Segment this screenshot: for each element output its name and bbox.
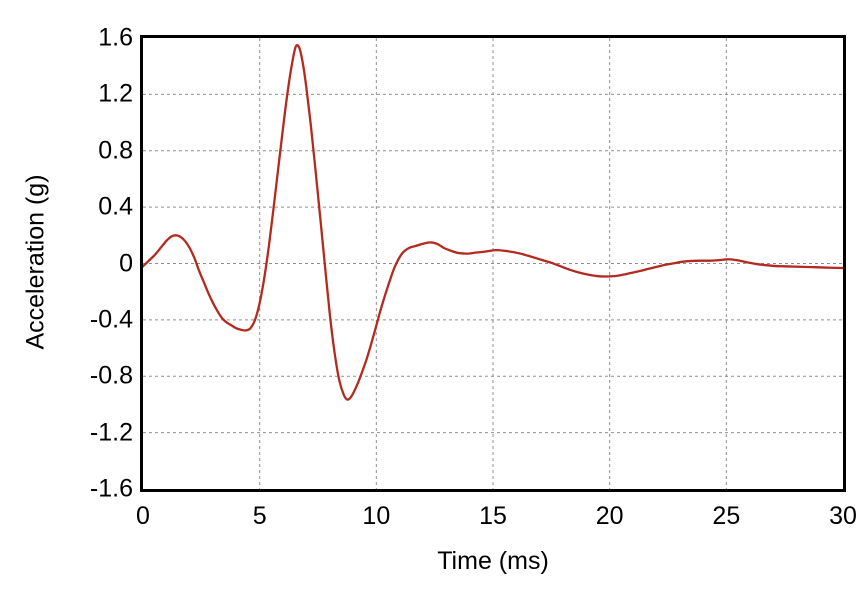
y-tick-label: -1.2 xyxy=(89,418,133,447)
y-tick-label: 0.4 xyxy=(98,192,133,221)
plot-area xyxy=(143,38,843,489)
x-tick-label: 20 xyxy=(595,502,624,530)
x-tick-label: 10 xyxy=(362,502,391,530)
x-tick-label: 25 xyxy=(712,502,741,530)
data-series-line xyxy=(143,44,843,401)
y-tick-label: -0.8 xyxy=(89,361,133,390)
y-tick-label: -1.6 xyxy=(89,474,133,503)
y-tick-label: 0 xyxy=(119,249,133,277)
y-tick-label: 0.8 xyxy=(98,136,133,165)
y-tick-label: -0.4 xyxy=(89,305,133,334)
x-axis-label: Time (ms) xyxy=(437,547,549,575)
x-tick-label: 0 xyxy=(136,502,150,530)
x-tick-label: 30 xyxy=(829,502,857,530)
x-tick-label: 15 xyxy=(479,502,507,530)
plot-frame xyxy=(140,35,846,492)
y-tick-label: 1.6 xyxy=(98,23,133,52)
x-tick-label: 5 xyxy=(252,502,267,530)
y-tick-label: 1.2 xyxy=(98,79,133,108)
